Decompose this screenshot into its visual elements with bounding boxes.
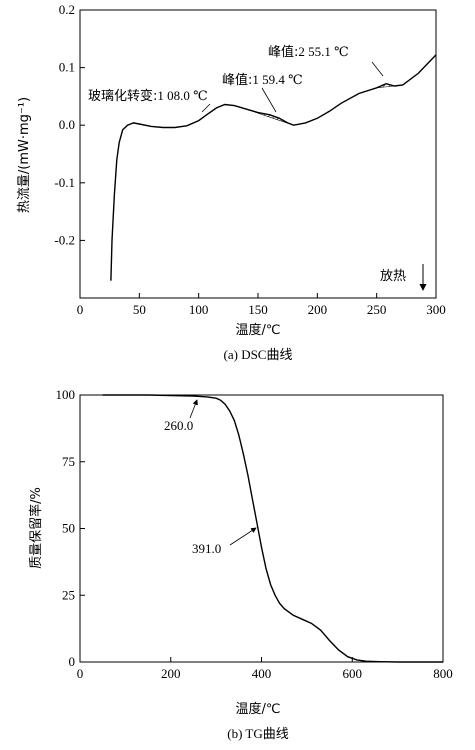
dsc-x-axis-title: 温度/℃ xyxy=(236,322,281,338)
tg-curve xyxy=(102,394,443,663)
tg-y-tick-label: 75 xyxy=(62,454,75,469)
tg-x-ticks: 0 200 400 600 800 xyxy=(77,657,453,681)
dsc-y-tick-label: 0.2 xyxy=(59,2,75,17)
tg-x-tick-label: 0 xyxy=(77,666,84,681)
dsc-plot-frame xyxy=(79,9,437,299)
tg-caption: (b) TG曲线 xyxy=(227,726,289,741)
dsc-glass-label: 玻璃化转变: xyxy=(88,88,157,104)
dsc-peak2-annotation: 峰值:2 55.1 ℃ xyxy=(268,44,349,60)
tg-onset-arrow xyxy=(189,399,198,419)
dsc-y-tick-label: 0.0 xyxy=(59,117,75,132)
dsc-peak1-arrow xyxy=(261,87,277,113)
dsc-x-tick-label: 0 xyxy=(77,302,84,317)
dsc-peak2-value: 2 55.1 ℃ xyxy=(298,44,348,59)
dsc-glass-annotation: 玻璃化转变:1 08.0 ℃ xyxy=(88,88,208,104)
tg-y-tick-label: 0 xyxy=(69,654,76,669)
dsc-peak2-label: 峰值: xyxy=(268,44,298,60)
tg-mid-annotation: 391.0 xyxy=(192,541,221,556)
dsc-y-ticks: 0.2 0.1 0.0 -0.1 -0.2 xyxy=(54,2,85,247)
dsc-x-tick-label: 150 xyxy=(248,302,268,317)
dsc-x-tick-label: 100 xyxy=(189,302,209,317)
tg-y-ticks: 0 25 50 75 100 xyxy=(56,387,85,669)
dsc-curve xyxy=(110,54,437,281)
tg-x-tick-label: 200 xyxy=(161,666,181,681)
dsc-caption: (a) DSC曲线 xyxy=(224,347,293,362)
tg-plot-frame xyxy=(79,394,444,663)
dsc-y-axis-title: 热流量/(mW·mg⁻¹) xyxy=(17,97,32,213)
tg-y-tick-label: 100 xyxy=(56,387,76,402)
tg-y-tick-label: 25 xyxy=(62,587,75,602)
dsc-x-tick-label: 250 xyxy=(367,302,387,317)
tg-x-tick-label: 800 xyxy=(433,666,453,681)
tg-x-tick-label: 400 xyxy=(252,666,272,681)
dsc-peak1-value: 1 59.4 ℃ xyxy=(252,72,302,87)
tg-x-axis-title: 温度/℃ xyxy=(236,701,281,717)
dsc-chart: 0 50 100 150 200 250 300 0.2 0.1 0.0 -0.1 -0.2 热流量… xyxy=(17,2,446,362)
dsc-exo-label: 放热 xyxy=(380,269,406,284)
dsc-peak1-label: 峰值: xyxy=(222,72,252,88)
dsc-peak2-arrow xyxy=(371,61,384,77)
dsc-x-tick-label: 300 xyxy=(426,302,446,317)
dsc-x-tick-label: 200 xyxy=(308,302,328,317)
dsc-glass-arrow xyxy=(201,103,211,113)
tg-onset-annotation: 260.0 xyxy=(164,418,193,433)
dsc-x-ticks: 0 50 100 150 200 250 300 xyxy=(77,293,446,317)
dsc-y-tick-label: -0.1 xyxy=(54,175,75,190)
dsc-y-tick-label: -0.2 xyxy=(54,232,75,247)
tg-chart: 0 200 400 600 800 0 25 50 75 100 质量保留率/% 温度/℃ (b… xyxy=(28,387,453,741)
dsc-y-tick-label: 0.1 xyxy=(59,60,75,75)
dsc-peak1-annotation: 峰值:1 59.4 ℃ xyxy=(222,72,303,88)
tg-y-tick-label: 50 xyxy=(62,521,75,536)
tg-mid-arrow xyxy=(229,527,257,546)
dsc-glass-value: 1 08.0 ℃ xyxy=(157,88,207,103)
tg-x-tick-label: 600 xyxy=(343,666,363,681)
dsc-x-tick-label: 50 xyxy=(133,302,146,317)
tg-y-axis-title: 质量保留率/% xyxy=(28,487,44,569)
